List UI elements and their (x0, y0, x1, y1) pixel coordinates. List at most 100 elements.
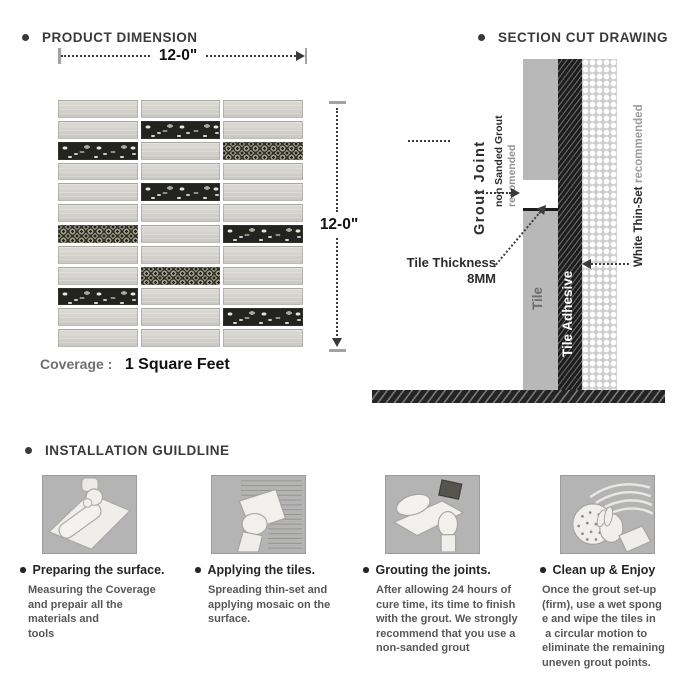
bullet-icon (540, 567, 546, 573)
dark-penny-round-tile (140, 266, 221, 285)
non-sanded-grout-label: non Sanded Grout (493, 115, 505, 207)
light-stone-tile (140, 245, 221, 264)
step-clean-up: Clean up & Enjoy Once the grout set-up (… (540, 475, 698, 670)
dimension-tick-top (329, 101, 346, 104)
dark-penny-round-tile (223, 141, 303, 160)
step-title-text: Grouting the joints. (375, 563, 491, 577)
step-grouting-joints: Grouting the joints. After allowing 24 h… (363, 475, 538, 656)
floor-substrate (372, 390, 665, 403)
dark-glass-sparkle-tile (223, 225, 303, 243)
section-cut-title: SECTION CUT DRAWING (498, 30, 668, 45)
dimension-tick-right (304, 48, 307, 64)
step-body: Spreading thin-set and applying mosaic o… (208, 584, 331, 625)
arrow-down-icon (332, 338, 342, 347)
light-stone-tile (223, 162, 303, 181)
white-thinset-label: White Thin-Set recommended (633, 105, 645, 268)
mosaic-grid (58, 100, 303, 347)
width-dimension-label: 12-0" (158, 47, 198, 64)
bullet-icon (22, 34, 29, 41)
step-title-text: Preparing the surface. (32, 563, 165, 577)
arrow-left-icon (582, 259, 591, 269)
light-stone-tile (58, 308, 138, 327)
step-preparing-surface: Preparing the surface. Measuring the Cov… (20, 475, 188, 641)
light-stone-tile (223, 329, 303, 347)
coverage-line: Coverage : 1 Square Feet (40, 356, 230, 374)
thinset-layer (582, 59, 617, 390)
light-stone-tile (58, 245, 138, 264)
light-stone-tile (140, 162, 221, 181)
dotted-line (336, 238, 338, 336)
white-thinset-text: White Thin-Set (633, 186, 645, 268)
tile-thickness-label: Tile Thickness 8MM (382, 255, 496, 287)
tile-thickness-value: 8MM (467, 271, 496, 286)
coverage-label: Coverage : (40, 356, 113, 372)
dimension-tick-left (58, 48, 61, 64)
dotted-line (475, 192, 511, 194)
dotted-line (60, 55, 150, 57)
step-body: Once the grout set-up (firm), use a wet … (542, 584, 665, 669)
installation-title: INSTALLATION GUILDLINE (45, 443, 230, 458)
light-stone-tile (140, 100, 221, 118)
light-stone-tile (223, 245, 303, 264)
light-stone-tile (223, 100, 303, 118)
light-stone-tile (58, 183, 138, 202)
dark-penny-round-tile (58, 225, 138, 243)
coverage-value: 1 Square Feet (124, 356, 230, 373)
bullet-icon (195, 567, 201, 573)
arrow-right-icon (295, 51, 305, 61)
light-stone-tile (223, 266, 303, 285)
dotted-line (336, 108, 338, 212)
bullet-icon (478, 34, 485, 41)
bullet-icon (20, 567, 26, 573)
trowel-icon (211, 475, 306, 554)
dark-glass-sparkle-tile (58, 287, 138, 306)
arrow-right-icon (511, 188, 520, 198)
tile-thickness-text: Tile Thickness (406, 255, 496, 270)
step-applying-tiles: Applying the tiles. Spreading thin-set a… (195, 475, 360, 627)
width-dimension-line: 12-0" (58, 47, 307, 65)
light-stone-tile (223, 183, 303, 202)
light-stone-tile (58, 329, 138, 347)
dark-glass-sparkle-tile (58, 141, 138, 160)
product-dimension-header: PRODUCT DIMENSION (22, 30, 198, 45)
step-title: Grouting the joints. (363, 563, 538, 577)
dark-glass-sparkle-tile (140, 183, 221, 202)
light-stone-tile (140, 329, 221, 347)
dark-glass-sparkle-tile (223, 308, 303, 327)
bullet-icon (363, 567, 369, 573)
step-title: Clean up & Enjoy (540, 563, 698, 577)
dotted-line (206, 55, 296, 57)
light-stone-tile (58, 204, 138, 222)
dotted-line (591, 263, 629, 265)
step-body: After allowing 24 hours of cure time, it… (376, 584, 518, 654)
dimension-tick-bottom (329, 349, 346, 352)
section-cut-drawing: Grout Joint non Sanded Grout recomended … (372, 55, 672, 407)
light-stone-tile (223, 204, 303, 222)
height-dimension-label: 12-0" (319, 216, 359, 233)
light-stone-tile (58, 266, 138, 285)
tile-adhesive-layer (558, 59, 582, 390)
tile-adhesive-label: Tile Adhesive (560, 270, 575, 357)
light-stone-tile (223, 287, 303, 306)
step-title-text: Clean up & Enjoy (552, 563, 656, 577)
tile-cross-section-lower (523, 208, 558, 390)
light-stone-tile (58, 162, 138, 181)
sponge-icon (560, 475, 655, 554)
light-stone-tile (140, 308, 221, 327)
light-stone-tile (58, 100, 138, 118)
tile-label: Tile (530, 286, 545, 310)
installation-header: INSTALLATION GUILDLINE (25, 443, 229, 458)
grout-float-icon (385, 475, 480, 554)
roller-icon (42, 475, 137, 554)
recommended-note: recommended (633, 104, 645, 184)
light-stone-tile (140, 141, 221, 160)
step-title: Preparing the surface. (20, 563, 188, 577)
step-title: Applying the tiles. (195, 563, 360, 577)
product-dimension-title: PRODUCT DIMENSION (42, 30, 198, 45)
dotted-line (408, 140, 450, 142)
tile-cross-section-upper (523, 59, 558, 180)
section-cut-header: SECTION CUT DRAWING (478, 30, 668, 45)
light-stone-tile (58, 120, 138, 139)
light-stone-tile (140, 204, 221, 222)
